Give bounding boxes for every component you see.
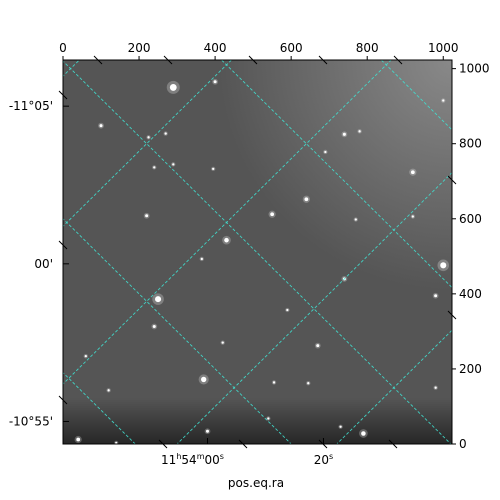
dec-grid-line [336, 329, 452, 444]
star [272, 381, 276, 384]
y-pixel-tick-label: 0 [459, 437, 467, 451]
ra-tick-label: 20s [314, 452, 333, 467]
x-pixel-tick-label: 200 [128, 41, 151, 55]
grid-edge-tick [238, 439, 248, 449]
y-pixel-tick-label: 800 [459, 137, 482, 151]
dec-grid-line [63, 60, 80, 77]
star [172, 163, 175, 166]
stars [74, 78, 450, 444]
y-pixel-tick-label: 600 [459, 212, 482, 226]
plot-frame [62, 59, 453, 445]
x-pixel-tick-label: 600 [280, 41, 303, 55]
star [99, 124, 103, 128]
x-pixel-tick-label: 800 [356, 41, 379, 55]
x-axis-label: pos.eq.ra [228, 476, 284, 490]
star [84, 355, 87, 358]
star [213, 80, 217, 84]
y-pixel-tick-label: 200 [459, 362, 482, 376]
grid-edge-tick [163, 55, 173, 65]
star [155, 296, 162, 303]
star [442, 99, 445, 102]
star [201, 376, 207, 383]
grid-edge-tick [447, 310, 457, 320]
grid-edge-tick [318, 439, 328, 449]
star [221, 341, 224, 344]
star [164, 132, 167, 135]
grid-edge-tick [158, 439, 168, 449]
grid-edge-tick [393, 55, 403, 65]
star [286, 308, 289, 312]
star [270, 212, 275, 217]
star [205, 429, 210, 433]
star [76, 437, 81, 442]
grid-edge-tick [58, 395, 68, 405]
dec-tick-label: 00' [34, 257, 53, 271]
star [153, 166, 156, 169]
coordinate-grid [63, 60, 452, 444]
star [358, 130, 361, 133]
star [147, 136, 150, 139]
star [316, 344, 320, 348]
star [152, 324, 156, 329]
star [107, 389, 110, 392]
x-pixel-tick-label: 0 [59, 41, 67, 55]
star [342, 132, 346, 136]
x-pixel-tick-label: 1000 [428, 41, 459, 55]
star [267, 417, 270, 420]
star [354, 218, 357, 221]
star [169, 83, 177, 91]
ra-grid-line [63, 372, 136, 444]
y-pixel-tick-label: 1000 [459, 62, 490, 76]
ra-grid-line [63, 218, 292, 444]
star [411, 215, 414, 218]
y-pixel-tick-label: 400 [459, 287, 482, 301]
star [145, 214, 149, 218]
ra-grid-line [380, 60, 452, 131]
grid-edge-tick [388, 439, 398, 449]
sky-image [63, 60, 452, 444]
ra-tick-label: 11h54m00s [161, 452, 224, 467]
star [224, 237, 229, 243]
grid-edge-tick [58, 90, 68, 100]
star [434, 386, 437, 389]
dec-grid-line [63, 60, 392, 385]
star [434, 294, 438, 298]
star [361, 431, 366, 436]
pixel-axes: 0 200 400 600 800 1000 0 200 400 600 800 1000 [59, 41, 489, 451]
grid-edge-tick [248, 55, 258, 65]
dec-tick-label: -10°55' [9, 414, 53, 428]
image-bottom-vignette [63, 60, 452, 444]
star [115, 441, 118, 444]
ra-grid-line [63, 60, 452, 444]
dec-grid-line [63, 60, 233, 227]
star [324, 150, 327, 154]
star [212, 167, 215, 170]
grid-edge-tick [318, 55, 328, 65]
grid-edge-tick [58, 240, 68, 250]
ra-grid-line [220, 60, 452, 289]
dec-grid-line [176, 171, 452, 444]
grid-edge-tick [93, 55, 103, 65]
dec-tick-label: -11°05' [9, 99, 53, 113]
star [410, 170, 415, 175]
star [304, 197, 309, 202]
star [200, 257, 203, 261]
x-pixel-tick-label: 400 [204, 41, 227, 55]
grid-edge-tick [447, 175, 457, 185]
star [307, 382, 310, 385]
star [440, 262, 447, 269]
star [339, 425, 342, 428]
